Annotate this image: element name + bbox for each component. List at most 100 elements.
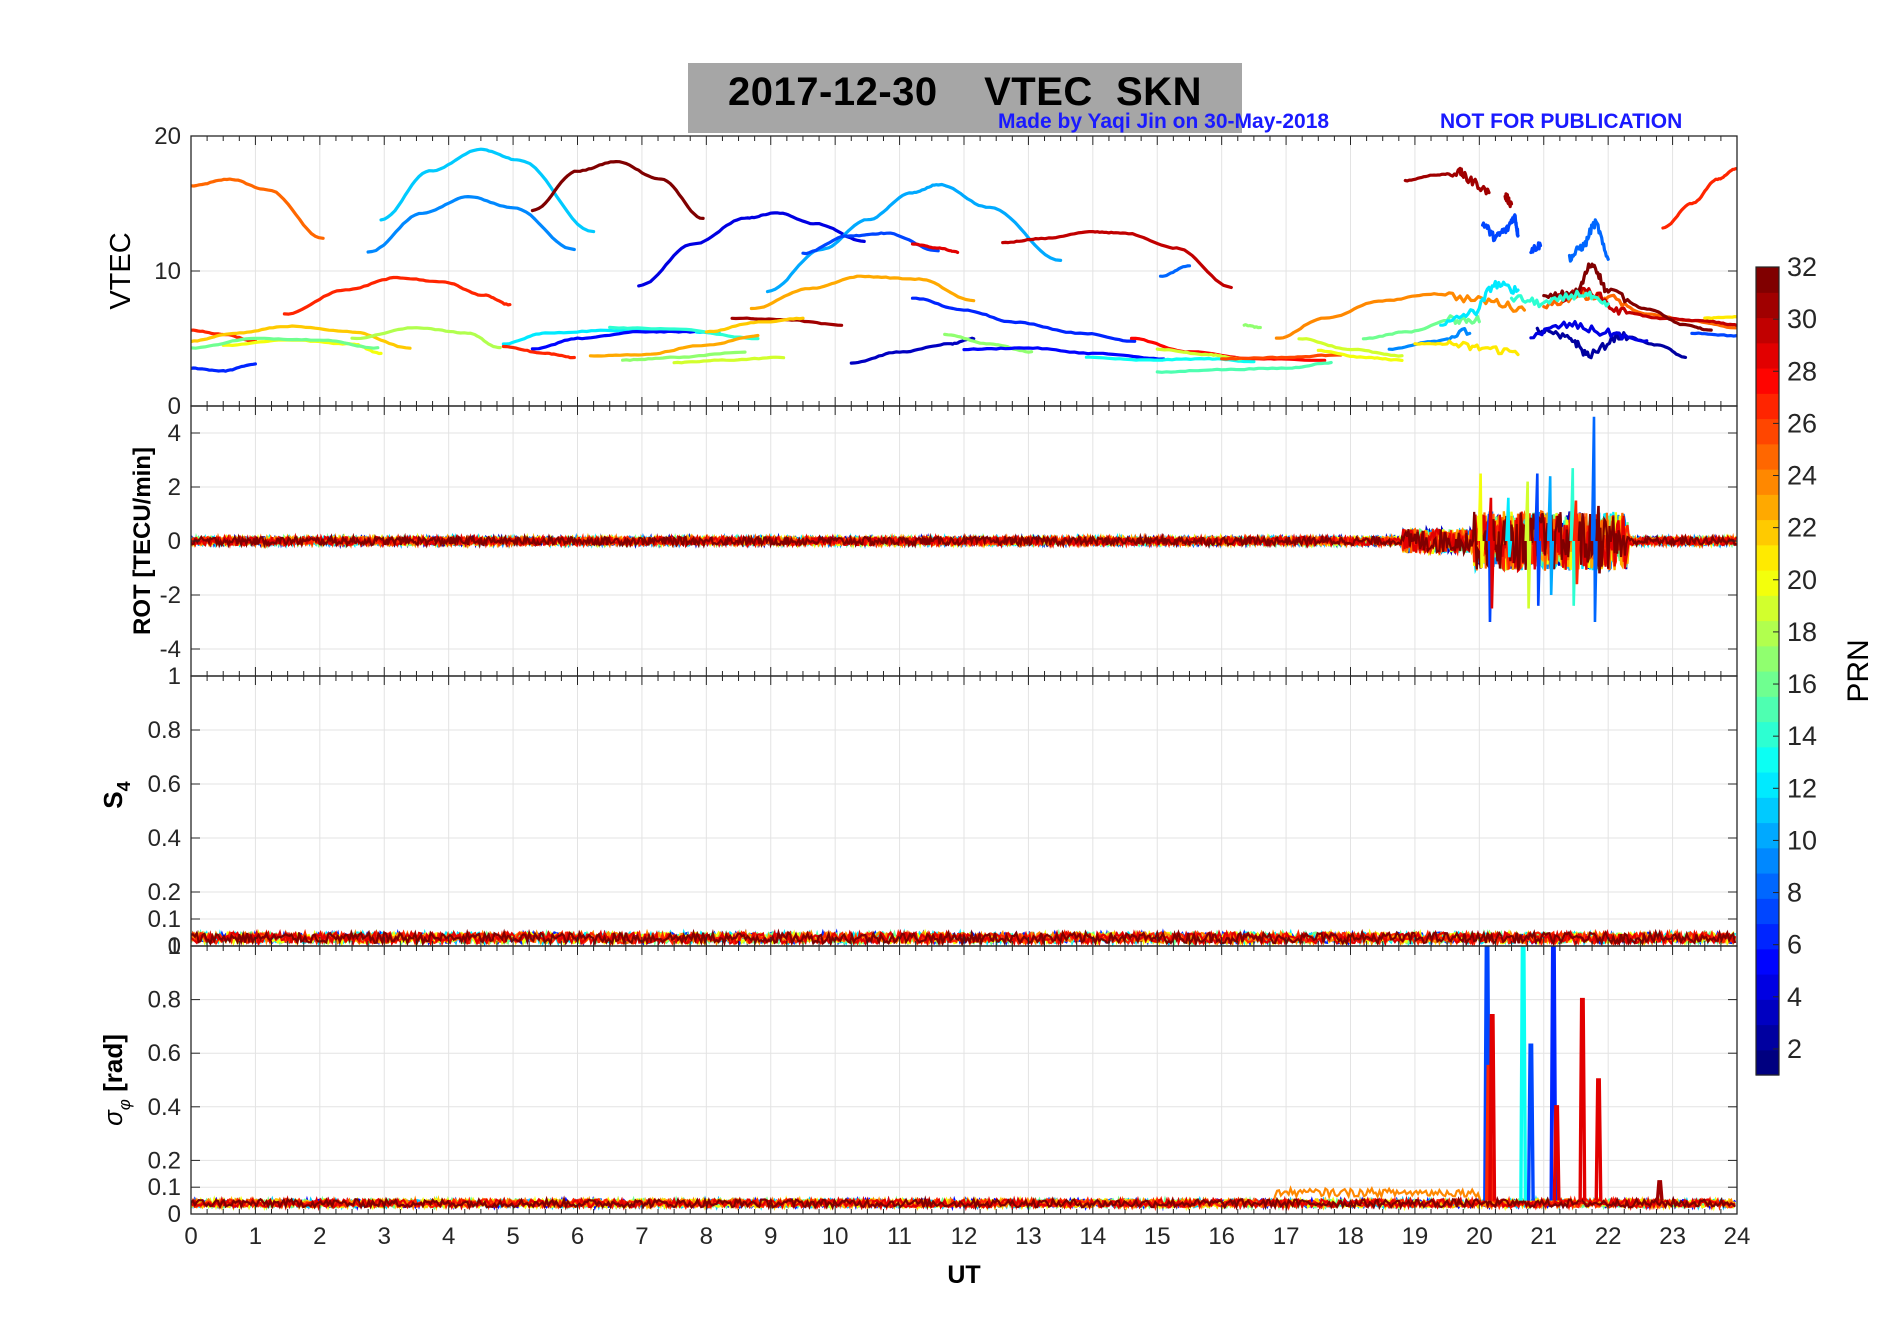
vtec-arc-prn-14 xyxy=(1509,289,1610,309)
rot-spike-prn-12 xyxy=(1505,497,1513,558)
colorbar-segment xyxy=(1756,292,1779,319)
sigma-spike-prn-29 xyxy=(1578,997,1587,1201)
vtec-ytick-label: 20 xyxy=(154,123,181,150)
vtec-arc-prn-21 xyxy=(1703,315,1737,320)
sigma-ytick-label: 0.4 xyxy=(148,1094,181,1121)
colorbar-tick-label: 24 xyxy=(1787,461,1817,491)
colorbar-segment xyxy=(1756,645,1779,672)
vtec-arc-prn-27 xyxy=(282,275,512,316)
vtec-arc-prn-8 xyxy=(1158,264,1192,278)
vtec-arc-prn-22 xyxy=(704,316,805,334)
colorbar-tick-label: 8 xyxy=(1787,878,1802,908)
vtec-arc-prn-5 xyxy=(530,329,696,351)
colorbar-segment xyxy=(1756,1049,1779,1076)
colorbar-segment xyxy=(1756,772,1779,798)
vtec-arc-prn-11 xyxy=(379,147,596,234)
vtec-ytick-label: 10 xyxy=(154,258,181,285)
sigma-spike-prn-29 xyxy=(1488,1013,1497,1201)
x-tick-label: 23 xyxy=(1659,1223,1686,1250)
x-tick-label: 17 xyxy=(1273,1223,1300,1250)
colorbar-segment xyxy=(1756,620,1779,647)
sigma-spike-prn-31 xyxy=(1655,1180,1664,1201)
x-tick-label: 11 xyxy=(887,1223,912,1250)
x-tick-label: 16 xyxy=(1208,1223,1235,1250)
s4-ytick-label: 0.8 xyxy=(148,717,181,744)
vtec-arc-prn-25 xyxy=(191,177,325,240)
x-tick-label: 22 xyxy=(1595,1223,1622,1250)
colorbar-segment xyxy=(1756,519,1779,546)
x-tick-label: 24 xyxy=(1724,1223,1751,1250)
vtec-arc-prn-14 xyxy=(608,325,760,341)
colorbar-segment xyxy=(1756,671,1779,697)
sigma-phi-series xyxy=(191,946,1737,1212)
sigma-ytick-label: 0.1 xyxy=(148,1174,181,1201)
colorbar-tick-label: 4 xyxy=(1787,982,1802,1012)
vtec-arc-prn-17 xyxy=(943,332,1034,354)
sigma-ytick-label: 0.2 xyxy=(148,1147,181,1174)
colorbar-tick-label: 6 xyxy=(1787,930,1802,960)
vtec-arc-prn-31 xyxy=(1503,192,1514,209)
vtec-arc-prn-7 xyxy=(801,231,940,256)
x-axis-label: UT xyxy=(947,1261,980,1289)
vtec-arc-prn-27 xyxy=(501,344,576,360)
x-tick-label: 18 xyxy=(1337,1223,1364,1250)
colorbar-segment xyxy=(1756,746,1779,773)
colorbar-segment xyxy=(1756,393,1779,420)
vtec-arc-prn-24 xyxy=(1274,291,1526,340)
vtec-arc-prn-18 xyxy=(350,326,502,350)
vtec-arc-prn-4 xyxy=(1529,320,1649,343)
sigma-spike-prn-29 xyxy=(1594,1078,1603,1201)
x-tick-label: 20 xyxy=(1466,1223,1493,1250)
x-tick-label: 8 xyxy=(700,1223,713,1250)
rot-spike-prn-19 xyxy=(1524,481,1532,609)
colorbar-segment xyxy=(1756,317,1779,344)
vtec-arc-prn-30 xyxy=(1555,286,1737,327)
vtec-arc-prn-5 xyxy=(962,346,1166,361)
vtec-ytick-label: 0 xyxy=(168,393,181,420)
colorbar-segment xyxy=(1756,873,1779,899)
colorbar-segment xyxy=(1756,696,1779,723)
panel-axes: 01020-4-202400.10.20.40.60.8100.10.20.40… xyxy=(98,123,1750,1289)
x-tick-label: 5 xyxy=(506,1223,519,1250)
vtec-arc-prn-9 xyxy=(1387,327,1472,351)
s4-ytick-label: 0.4 xyxy=(148,825,181,852)
sigma-ylabel-sub: φ xyxy=(115,1099,134,1110)
vtec-arc-prn-29 xyxy=(910,242,960,254)
vtec-arc-prn-17 xyxy=(1242,323,1262,330)
x-tick-label: 12 xyxy=(951,1223,978,1250)
vtec-arc-prn-7 xyxy=(1481,213,1520,243)
x-tick-label: 3 xyxy=(378,1223,391,1250)
colorbar-segment xyxy=(1756,974,1779,1000)
rot-ylabel: ROT [TECU/min] xyxy=(129,447,156,635)
s4-ylabel: S4 xyxy=(98,781,134,808)
sigma-ytick-label: 0.6 xyxy=(148,1040,181,1067)
rot-spike-prn-20 xyxy=(1477,473,1485,569)
vtec-arc-prn-6 xyxy=(910,296,1137,343)
vtec-arc-prn-20 xyxy=(1316,348,1404,362)
sigma-spike-prn-13 xyxy=(1519,946,1528,1201)
vtec-ylabel: VTEC xyxy=(105,232,137,309)
sigma-spike-prn-6 xyxy=(1549,946,1558,1201)
s4-ytick-label: 0.2 xyxy=(148,879,181,906)
x-tick-label: 6 xyxy=(571,1223,584,1250)
credit-made-by: Made by Yaqi Jin on 30-May-2018 xyxy=(998,110,1330,133)
vtec-arc-prn-6 xyxy=(191,362,257,373)
rot-ytick-label: 2 xyxy=(168,474,181,501)
rot-trace-prn-32 xyxy=(191,511,1737,571)
vtec-arc-prn-8 xyxy=(1567,218,1610,263)
sigma-ylabel-unit: [rad] xyxy=(98,1034,128,1099)
colorbar-segment xyxy=(1756,595,1779,622)
vtec-arc-prn-3 xyxy=(849,336,976,365)
colorbar-segment xyxy=(1756,721,1779,748)
colorbar-segment xyxy=(1756,469,1779,495)
colorbar-tick-label: 30 xyxy=(1787,304,1817,334)
colorbar-segment xyxy=(1756,570,1779,596)
colorbar-segment xyxy=(1756,267,1779,293)
colorbar-segment xyxy=(1756,847,1779,874)
vtec-arc-prn-32 xyxy=(530,160,705,220)
vtec-arc-prn-31 xyxy=(1403,166,1491,196)
colorbar-segment xyxy=(1756,898,1779,925)
rot-spike-prn-29 xyxy=(1487,497,1495,609)
colorbar-tick-label: 10 xyxy=(1787,825,1817,855)
x-tick-label: 7 xyxy=(635,1223,648,1250)
